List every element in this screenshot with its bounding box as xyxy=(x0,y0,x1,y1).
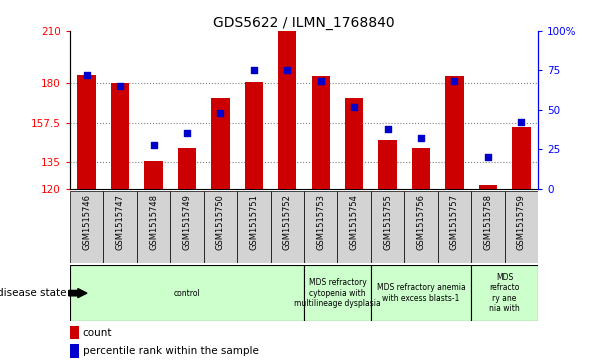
Bar xyxy=(278,31,297,189)
Bar xyxy=(70,344,79,358)
Text: GSM1515752: GSM1515752 xyxy=(283,194,292,250)
Bar xyxy=(237,191,271,263)
Text: GSM1515754: GSM1515754 xyxy=(350,194,359,250)
Text: GSM1515746: GSM1515746 xyxy=(82,194,91,250)
Point xyxy=(449,78,460,84)
Bar xyxy=(178,148,196,189)
Bar xyxy=(70,191,103,263)
Point xyxy=(416,135,426,141)
Bar xyxy=(77,75,96,189)
Bar xyxy=(438,191,471,263)
Bar xyxy=(371,191,404,263)
Bar xyxy=(211,98,230,189)
Bar xyxy=(337,191,371,263)
Bar xyxy=(505,191,538,263)
Text: GSM1515750: GSM1515750 xyxy=(216,194,225,250)
Bar xyxy=(304,191,337,263)
Text: GSM1515748: GSM1515748 xyxy=(149,194,158,250)
Point xyxy=(249,68,259,73)
Text: GSM1515756: GSM1515756 xyxy=(416,194,426,250)
Point xyxy=(148,142,158,147)
Point xyxy=(81,72,91,78)
Text: GSM1515755: GSM1515755 xyxy=(383,194,392,250)
Text: MDS refractory
cytopenia with
multilineage dysplasia: MDS refractory cytopenia with multilinea… xyxy=(294,278,381,308)
Bar xyxy=(471,265,538,321)
Text: percentile rank within the sample: percentile rank within the sample xyxy=(83,346,258,356)
Bar xyxy=(478,185,497,189)
Bar xyxy=(378,140,397,189)
Bar xyxy=(311,77,330,189)
Bar xyxy=(103,191,137,263)
Text: count: count xyxy=(83,327,112,338)
Bar xyxy=(271,191,304,263)
Text: GSM1515749: GSM1515749 xyxy=(182,194,192,250)
Point xyxy=(483,154,493,160)
Text: GSM1515759: GSM1515759 xyxy=(517,194,526,250)
Point xyxy=(316,78,326,84)
Text: MDS
refracto
ry ane
nia with: MDS refracto ry ane nia with xyxy=(489,273,520,313)
Text: control: control xyxy=(174,289,200,298)
Text: MDS refractory anemia
with excess blasts-1: MDS refractory anemia with excess blasts… xyxy=(377,284,465,303)
Bar xyxy=(111,83,130,189)
Point xyxy=(517,119,527,125)
Point xyxy=(215,110,225,116)
Bar xyxy=(345,98,364,189)
Bar xyxy=(304,265,371,321)
Text: GSM1515747: GSM1515747 xyxy=(116,194,125,250)
Bar xyxy=(471,191,505,263)
Bar xyxy=(412,148,430,189)
Bar xyxy=(144,161,163,189)
Bar xyxy=(70,326,79,339)
Bar xyxy=(70,265,304,321)
Text: GSM1515751: GSM1515751 xyxy=(249,194,258,250)
Bar xyxy=(244,82,263,189)
Bar xyxy=(371,265,471,321)
Text: disease state: disease state xyxy=(0,288,67,298)
Text: GSM1515758: GSM1515758 xyxy=(483,194,492,250)
Point xyxy=(383,126,393,132)
Point xyxy=(182,131,192,136)
Bar xyxy=(512,127,531,189)
Title: GDS5622 / ILMN_1768840: GDS5622 / ILMN_1768840 xyxy=(213,16,395,30)
Bar xyxy=(404,191,438,263)
Bar xyxy=(137,191,170,263)
Point xyxy=(282,68,292,73)
Bar xyxy=(204,191,237,263)
Text: GSM1515753: GSM1515753 xyxy=(316,194,325,250)
Bar xyxy=(170,191,204,263)
Point xyxy=(115,83,125,89)
Point xyxy=(349,104,359,110)
Bar xyxy=(445,77,464,189)
Text: GSM1515757: GSM1515757 xyxy=(450,194,459,250)
